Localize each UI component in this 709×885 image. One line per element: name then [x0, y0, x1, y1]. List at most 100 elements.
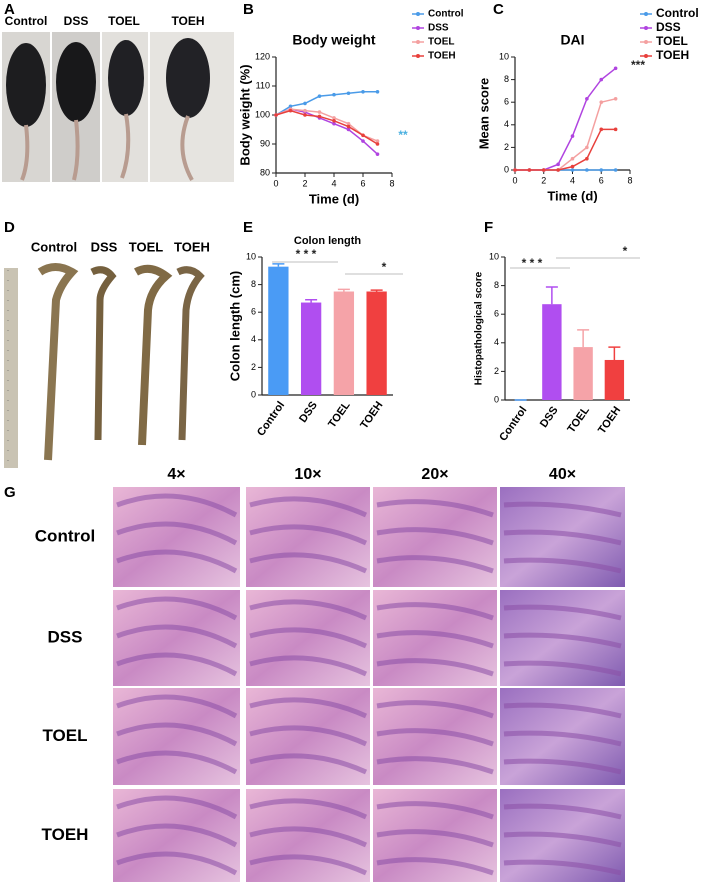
data-point	[570, 168, 575, 172]
magnification-label: 4×	[167, 466, 185, 483]
tissue-fold	[116, 795, 238, 820]
y-tick-label: 8	[504, 74, 509, 84]
tissue-fold	[376, 756, 494, 775]
significance-annotation: **	[398, 128, 408, 142]
colon-label: TOEH	[174, 239, 210, 254]
data-point	[613, 168, 618, 172]
magnification-label: 40×	[549, 466, 576, 483]
error-bar	[577, 329, 590, 348]
y-tick-label: 4	[504, 119, 509, 129]
y-tick-label: 2	[494, 366, 499, 376]
data-point	[599, 100, 604, 104]
x-axis-label: Time (d)	[309, 191, 359, 206]
data-point	[556, 162, 560, 167]
tissue-fold	[249, 826, 368, 848]
tissue-fold	[116, 652, 238, 677]
legend-marker	[644, 12, 648, 16]
tissue-fold	[376, 728, 494, 747]
tissue-fold	[376, 499, 494, 518]
tissue-fold	[376, 630, 494, 649]
colon-label: Control	[31, 239, 77, 254]
data-point	[613, 97, 618, 101]
x-tick-label: Control	[497, 405, 529, 444]
tissue-fold	[376, 527, 494, 546]
x-tick-label: 8	[627, 175, 632, 185]
x-tick-label: 4	[331, 178, 336, 188]
data-point	[585, 97, 589, 101]
data-point	[332, 119, 336, 123]
tissue-fold	[249, 655, 368, 677]
error-bar	[305, 299, 318, 303]
mouse-label: TOEL	[108, 14, 140, 28]
magnification-label: 10×	[294, 466, 321, 483]
bar	[604, 359, 625, 400]
row-label: TOEH	[42, 825, 89, 844]
data-point	[346, 124, 351, 129]
y-axis-label: Body weight (%)	[237, 64, 252, 165]
y-tick-label: 10	[489, 251, 499, 261]
data-point	[585, 168, 589, 172]
y-axis-label: Colon length (cm)	[227, 271, 242, 382]
data-point	[527, 168, 532, 172]
row-label: DSS	[48, 627, 83, 646]
y-tick-label: 2	[251, 362, 256, 372]
y-tick-label: 10	[499, 51, 509, 61]
data-point	[361, 139, 365, 143]
tissue-fold	[503, 632, 622, 649]
chart-title: DAI	[560, 32, 584, 48]
data-point	[303, 108, 307, 113]
y-tick-label: 8	[494, 280, 499, 290]
tissue-fold	[503, 859, 622, 876]
x-tick-label: TOEH	[358, 399, 385, 431]
legend-marker	[416, 26, 420, 30]
bar	[268, 266, 289, 395]
x-tick-label: TOEH	[596, 404, 623, 436]
x-tick-label: TOEL	[326, 399, 353, 430]
mouse-label: DSS	[64, 14, 89, 28]
legend-marker	[644, 40, 648, 44]
series-line	[275, 109, 378, 145]
data-point	[303, 113, 307, 117]
legend-marker	[416, 54, 420, 58]
data-point	[513, 168, 517, 172]
data-point	[375, 139, 380, 143]
y-tick-label: 10	[246, 251, 256, 261]
x-tick-label: 8	[389, 178, 394, 188]
row-label: Control	[35, 526, 95, 545]
x-tick-label: TOEL	[565, 404, 592, 435]
tissue-fold	[376, 801, 494, 820]
tissue-fold	[503, 803, 622, 820]
x-tick-label: 4	[570, 175, 575, 185]
data-point	[570, 156, 575, 161]
chart-title: Body weight	[292, 32, 376, 48]
data-point	[288, 108, 293, 113]
x-tick-label: Control	[255, 400, 287, 439]
chart-title: Colon length	[294, 235, 361, 247]
tissue-fold	[376, 829, 494, 848]
tissue-fold	[249, 599, 368, 621]
data-point	[332, 116, 336, 120]
tissue-fold	[249, 524, 368, 546]
series-line	[515, 98, 616, 171]
tissue-fold	[249, 552, 368, 574]
tissue-fold	[249, 627, 368, 649]
data-point	[317, 94, 322, 98]
tissue-fold	[503, 730, 622, 747]
data-point	[599, 168, 604, 172]
series-line	[275, 108, 379, 155]
y-tick-label: 90	[260, 138, 270, 148]
mouse-photos	[2, 32, 234, 182]
data-point	[613, 66, 618, 71]
data-point	[332, 121, 336, 126]
tissue-fold	[249, 697, 368, 719]
y-axis-label: Histopathological score	[474, 271, 485, 385]
tissue-fold	[116, 521, 238, 546]
tissue-fold	[376, 857, 494, 876]
y-tick-label: 120	[255, 51, 270, 61]
data-point	[332, 92, 336, 97]
x-tick-label: 6	[599, 175, 604, 185]
tissue-fold	[376, 602, 494, 621]
panel-label: F	[484, 219, 493, 236]
x-tick-label: 0	[273, 178, 278, 188]
bar	[542, 304, 562, 400]
